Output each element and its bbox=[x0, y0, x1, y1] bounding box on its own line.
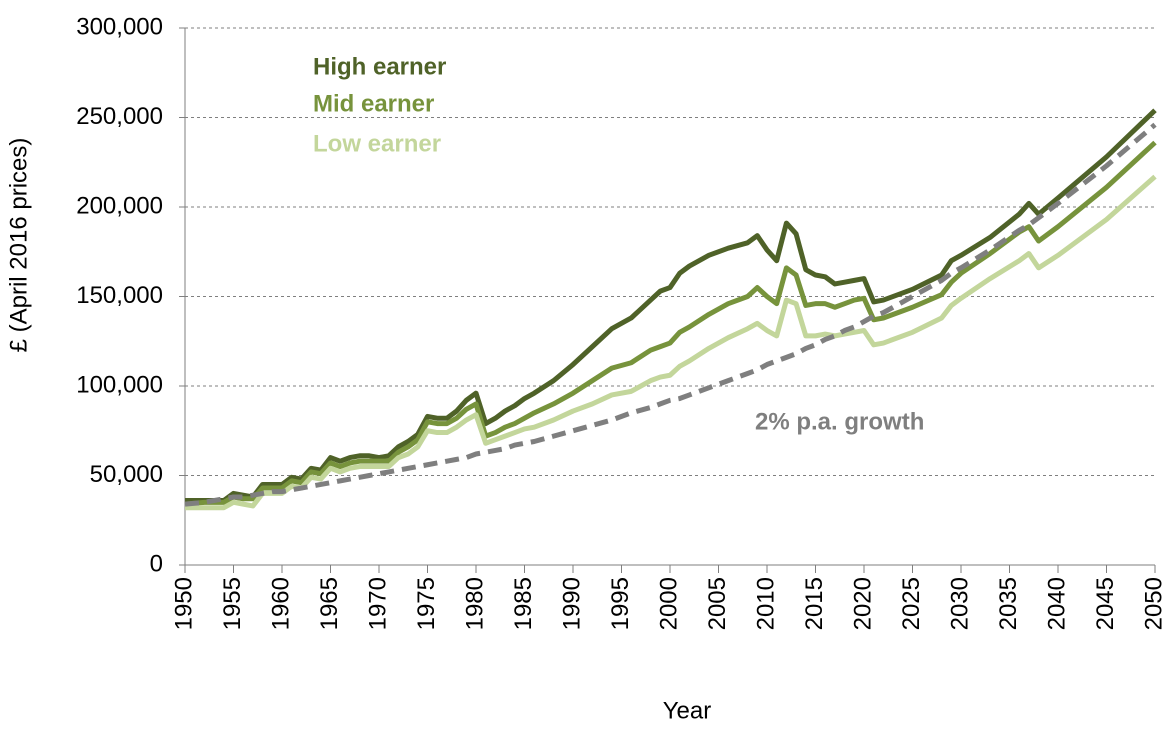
x-tick-label: 2030 bbox=[946, 577, 973, 630]
series-line bbox=[185, 108, 1157, 504]
x-tick-label: 1975 bbox=[413, 577, 440, 630]
legend-entry: Low earner bbox=[313, 130, 441, 157]
y-tick-label: 150,000 bbox=[76, 282, 163, 309]
y-tick-label: 0 bbox=[150, 550, 163, 577]
series-line bbox=[184, 140, 1157, 507]
y-tick-label: 100,000 bbox=[76, 371, 163, 398]
x-tick-label: 2050 bbox=[1140, 577, 1167, 630]
x-tick-label: 1965 bbox=[316, 577, 343, 630]
x-tick-label: 1970 bbox=[364, 577, 391, 630]
x-tick-label: 2035 bbox=[995, 577, 1022, 630]
y-tick-label: 200,000 bbox=[76, 192, 163, 219]
y-axis-label: £ (April 2016 prices) bbox=[5, 138, 32, 353]
x-tick-label: 2005 bbox=[704, 577, 731, 630]
legend-entry: Mid earner bbox=[313, 90, 434, 117]
x-tick-label: 2025 bbox=[898, 577, 925, 630]
x-tick-label: 1990 bbox=[558, 577, 585, 630]
x-tick-label: 1960 bbox=[267, 577, 294, 630]
x-tick-label: 2015 bbox=[801, 577, 828, 630]
series-line bbox=[185, 174, 1157, 511]
y-tick-label: 250,000 bbox=[76, 103, 163, 130]
x-tick-label: 1980 bbox=[461, 577, 488, 630]
x-tick-label: 1955 bbox=[219, 577, 246, 630]
x-tick-label: 2045 bbox=[1092, 577, 1119, 630]
y-tick-label: 50,000 bbox=[90, 461, 163, 488]
x-tick-label: 1985 bbox=[510, 577, 537, 630]
x-tick-label: 1995 bbox=[607, 577, 634, 630]
x-tick-label: 2020 bbox=[849, 577, 876, 630]
line-annotation: 2% p.a. growth bbox=[755, 408, 924, 435]
y-tick-label: 300,000 bbox=[76, 13, 163, 40]
x-tick-label: 2010 bbox=[752, 577, 779, 630]
x-tick-label: 1950 bbox=[170, 577, 197, 630]
x-tick-label: 2040 bbox=[1043, 577, 1070, 630]
x-tick-label: 2000 bbox=[655, 577, 682, 630]
legend-entry: High earner bbox=[313, 53, 446, 80]
x-axis-label: Year bbox=[663, 697, 712, 724]
series-line bbox=[184, 122, 1157, 507]
